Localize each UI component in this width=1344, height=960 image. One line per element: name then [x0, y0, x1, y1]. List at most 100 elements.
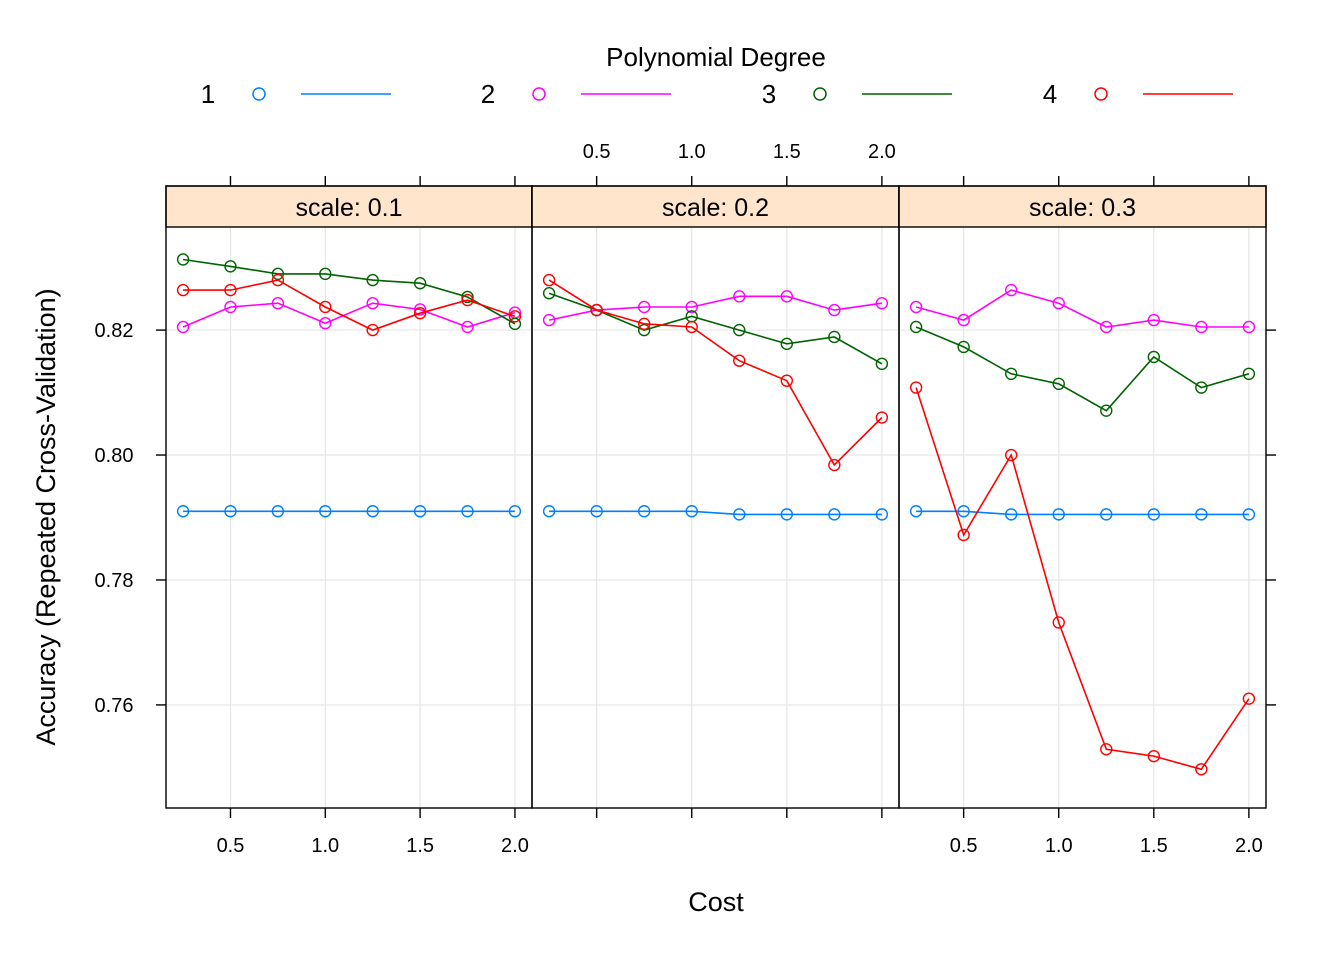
- data-point: [875, 411, 889, 424]
- series-3: [909, 320, 1256, 417]
- data-point: [733, 354, 746, 367]
- x-tick-label: 0.5: [950, 835, 978, 857]
- series-1: [909, 505, 1256, 521]
- legend-label: 2: [481, 79, 495, 109]
- series-4: [542, 273, 889, 472]
- data-point: [319, 267, 332, 281]
- series-line: [549, 510, 882, 516]
- data-point: [271, 297, 285, 310]
- series-1: [176, 505, 522, 518]
- data-point: [1052, 508, 1065, 521]
- data-point: [685, 505, 698, 518]
- strip-label: scale: 0.3: [1029, 194, 1136, 222]
- data-point: [508, 317, 522, 331]
- legend-title: Polynomial Degree: [606, 42, 826, 72]
- data-point: [637, 317, 651, 331]
- data-point: [271, 273, 285, 287]
- data-point: [461, 320, 474, 334]
- data-point: [224, 283, 237, 297]
- data-point: [319, 300, 332, 314]
- data-point: [413, 307, 427, 320]
- data-point: [1052, 297, 1065, 310]
- strip-background: [898, 185, 1267, 228]
- legend-label: 3: [762, 79, 776, 109]
- data-point: [271, 505, 285, 518]
- x-tick-label-top: 1.5: [773, 141, 801, 163]
- data-point: [1052, 616, 1065, 629]
- x-tick-label: 0.5: [217, 835, 245, 857]
- series-line: [548, 295, 883, 321]
- x-tick-label: 1.0: [1045, 835, 1073, 857]
- series-2: [909, 283, 1256, 334]
- x-axis-title: Cost: [688, 887, 744, 917]
- panels: scale: 0.1 0.5 1.0 1.5 2.0 scale: 0.2 0.5 1.0 1.…: [95, 141, 1276, 857]
- legend-entry-2: 2: [481, 79, 671, 109]
- data-point: [1100, 404, 1113, 417]
- legend: Polynomial Degree 1 2 3 4: [201, 42, 1233, 109]
- legend-marker: [252, 87, 266, 101]
- data-point: [780, 290, 794, 303]
- legend-label: 1: [201, 79, 215, 109]
- x-tick-label: 2.0: [501, 835, 529, 857]
- data-point: [1195, 381, 1208, 394]
- panel-3: scale: 0.3 0.5 1.0 1.5 2.0: [898, 176, 1267, 857]
- data-point: [875, 297, 889, 310]
- data-point: [909, 300, 923, 314]
- series-line: [548, 279, 883, 467]
- legend-label: 4: [1043, 79, 1057, 109]
- data-point: [780, 337, 794, 351]
- data-point: [366, 505, 379, 518]
- data-point: [957, 528, 970, 542]
- data-point: [1195, 508, 1208, 521]
- x-tick-label: 1.0: [311, 835, 339, 857]
- x-tick-label-top: 2.0: [868, 141, 896, 163]
- series-4: [909, 381, 1256, 776]
- data-point: [366, 297, 379, 310]
- strip-label: scale: 0.1: [295, 194, 402, 222]
- series-line: [915, 326, 1250, 412]
- panel-1: scale: 0.1 0.5 1.0 1.5 2.0: [165, 176, 533, 857]
- data-point: [733, 290, 746, 303]
- data-point: [1147, 350, 1161, 364]
- y-axis: 0.76 0.78 0.80 0.82: [95, 320, 1276, 717]
- panel-2: scale: 0.2 0.5 1.0 1.5 2.0: [531, 141, 900, 818]
- panel-border: [898, 185, 1267, 809]
- data-point: [1100, 743, 1113, 756]
- data-point: [733, 508, 746, 521]
- data-point: [1195, 320, 1208, 334]
- data-point: [508, 310, 522, 323]
- data-point: [176, 283, 190, 297]
- data-point: [875, 357, 889, 371]
- data-point: [909, 505, 923, 518]
- data-point: [733, 323, 746, 337]
- data-point: [909, 381, 923, 394]
- data-point: [319, 317, 332, 330]
- data-point: [319, 505, 332, 518]
- x-tick-label: 1.5: [1140, 835, 1168, 857]
- legend-entry-1: 1: [201, 79, 391, 109]
- data-point: [1100, 320, 1113, 334]
- data-point: [957, 313, 970, 327]
- data-point: [461, 505, 474, 518]
- data-point: [176, 253, 190, 266]
- series-2: [176, 297, 522, 334]
- data-point: [542, 287, 556, 300]
- data-point: [224, 260, 237, 273]
- x-tick-label-top: 1.0: [678, 141, 706, 163]
- y-axis-title: Accuracy (Repeated Cross-Validation): [31, 288, 61, 745]
- y-tick-label: 0.78: [95, 570, 134, 592]
- data-point: [224, 505, 237, 518]
- data-point: [780, 508, 794, 521]
- data-point: [542, 505, 556, 518]
- data-point: [413, 505, 427, 518]
- data-point: [1147, 749, 1161, 763]
- data-point: [685, 300, 698, 314]
- y-tick-label: 0.76: [95, 695, 134, 717]
- series-line: [915, 289, 1249, 328]
- data-point: [224, 300, 237, 314]
- data-point: [685, 320, 698, 334]
- data-point: [1052, 377, 1065, 391]
- strip-label: scale: 0.2: [662, 194, 769, 222]
- y-tick-label: 0.80: [95, 445, 134, 467]
